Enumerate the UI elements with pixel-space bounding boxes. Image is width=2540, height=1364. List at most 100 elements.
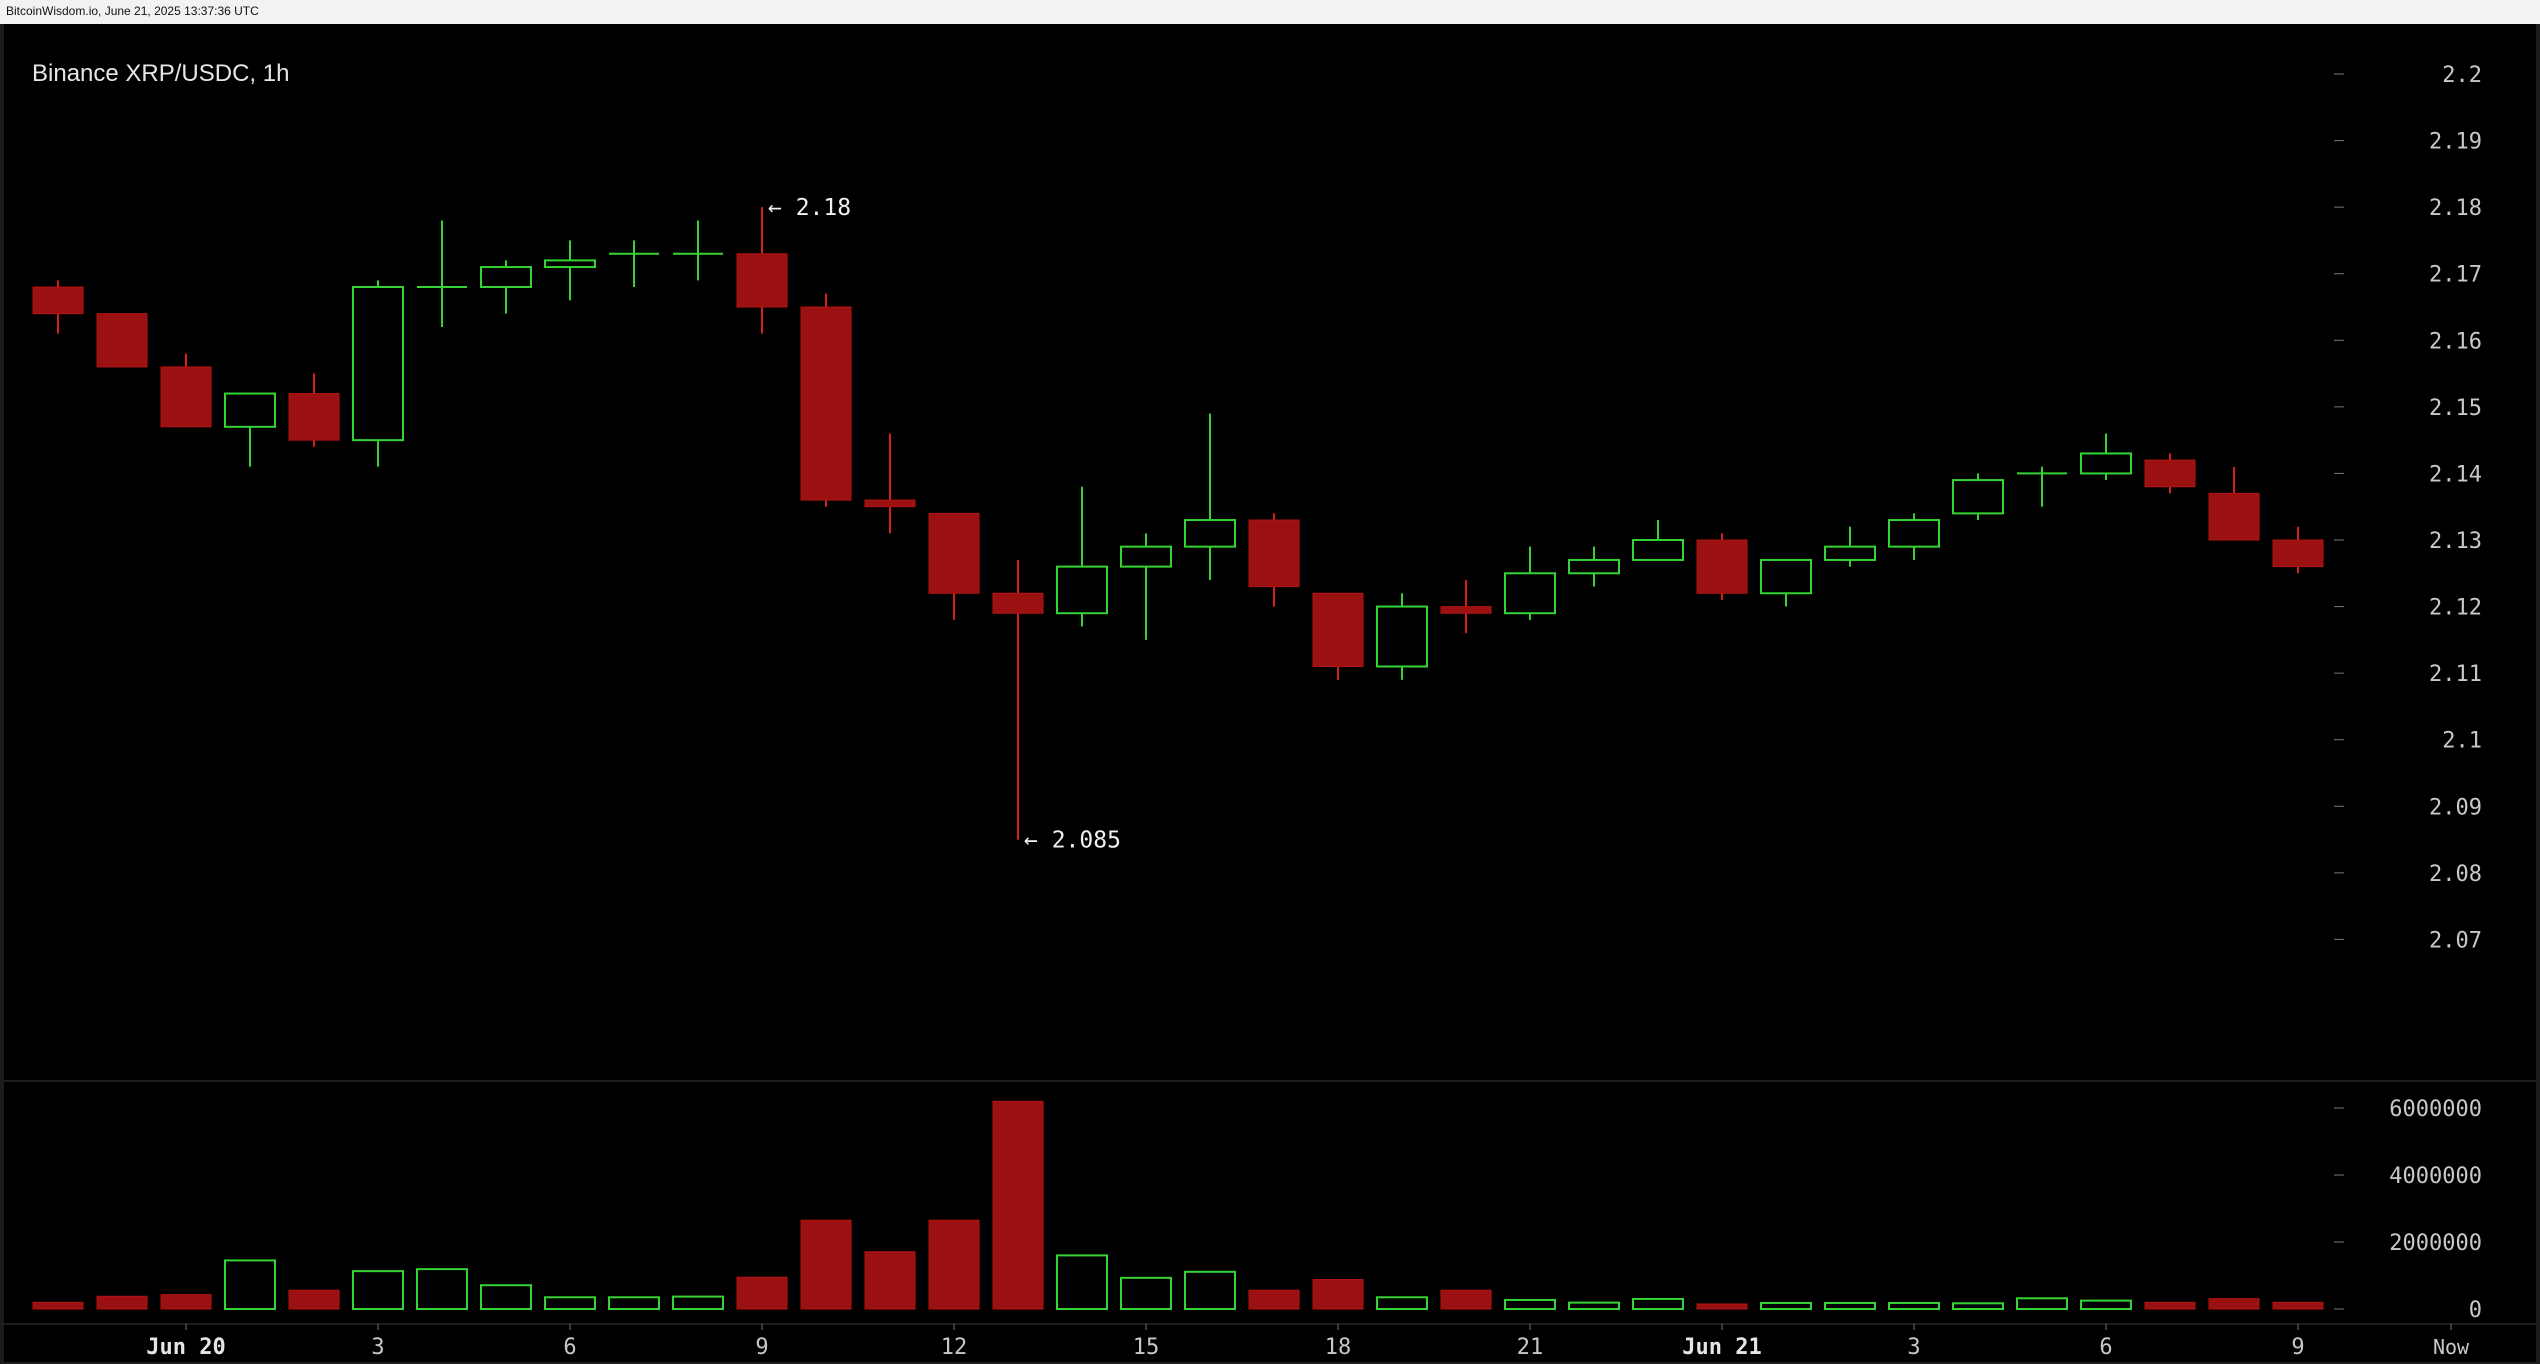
- candle-body: [736, 253, 788, 308]
- time-tick-label: 6: [563, 1335, 576, 1360]
- candle-body: [1632, 539, 1684, 561]
- volume-bar: [160, 1294, 212, 1310]
- candle-body: [480, 266, 532, 289]
- volume-bar: [1120, 1276, 1172, 1310]
- volume-bar: [2080, 1299, 2132, 1310]
- volume-bar: [2016, 1297, 2068, 1311]
- volume-tick-label: 2000000: [2389, 1231, 2482, 1256]
- volume-bar: [864, 1251, 916, 1310]
- time-tick-label: 9: [755, 1335, 768, 1360]
- candle-body: [1760, 558, 1812, 595]
- volume-bar: [608, 1296, 660, 1311]
- volume-bar: [2208, 1298, 2260, 1310]
- time-tick-label: Now: [2433, 1335, 2470, 1359]
- volume-bar: [928, 1219, 980, 1310]
- candle-body: [2144, 459, 2196, 488]
- time-tick-label: 12: [941, 1335, 968, 1360]
- candle-body: [1120, 545, 1172, 568]
- candle-body: [288, 393, 340, 441]
- price-tick-label: 2.12: [2429, 596, 2482, 621]
- volume-bar: [1504, 1298, 1556, 1310]
- volume-bar: [1696, 1303, 1748, 1310]
- volume-bar: [1440, 1289, 1492, 1310]
- time-tick-label: 21: [1517, 1335, 1544, 1360]
- volume-bar: [96, 1295, 148, 1310]
- price-tick-label: 2.09: [2429, 795, 2482, 820]
- volume-bar: [32, 1301, 84, 1310]
- candle-body: [224, 392, 276, 428]
- price-tick-label: 2.17: [2429, 263, 2482, 288]
- volume-bar: [1760, 1301, 1812, 1310]
- candle-body: [1184, 519, 1236, 548]
- candle-body: [864, 499, 916, 508]
- chart-title: Binance XRP/USDC, 1h: [32, 60, 290, 87]
- volume-bar: [224, 1259, 276, 1311]
- volume-bar: [352, 1270, 404, 1311]
- volume-bar: [1056, 1254, 1108, 1311]
- candle-body: [800, 306, 852, 501]
- price-tick-label: 2.15: [2429, 396, 2482, 421]
- time-tick-label: 3: [371, 1335, 384, 1360]
- price-tick-label: 2.1: [2442, 729, 2482, 754]
- volume-tick-label: 6000000: [2389, 1097, 2482, 1122]
- candle-body: [1888, 519, 1940, 548]
- candle-body: [1248, 519, 1300, 588]
- candle-body: [1312, 592, 1364, 667]
- volume-bar: [1632, 1297, 1684, 1310]
- candle-body: [1952, 479, 2004, 515]
- candle-body: [2080, 452, 2132, 475]
- site-timestamp: BitcoinWisdom.io, June 21, 2025 13:37:36…: [6, 4, 259, 18]
- time-tick-label: 9: [2291, 1335, 2304, 1360]
- candle-body: [1568, 558, 1620, 575]
- volume-bar: [416, 1268, 468, 1311]
- candlestick-chart[interactable]: 2.2 2.1 9 2.18 2.17 2.16 2.15 2.14 2.13 2.12 2.11 2…: [4, 24, 2536, 1362]
- volume-bar: [2272, 1301, 2324, 1310]
- volume-bar: [1888, 1301, 1940, 1310]
- volume-bar: [1952, 1302, 2004, 1311]
- volume-tick-label: 0: [2469, 1298, 2482, 1323]
- candle-body: [1440, 606, 1492, 614]
- candle-body: [2272, 539, 2324, 568]
- volume-bar: [1248, 1289, 1300, 1310]
- candle-body: [928, 512, 980, 594]
- volume-bar: [1568, 1301, 1620, 1311]
- chart-frame[interactable]: 2.2 2.1 9 2.18 2.17 2.16 2.15 2.14 2.13 2.12 2.11 2…: [4, 24, 2536, 1362]
- price-tick-label: 2.14: [2429, 462, 2482, 487]
- volume-bar: [672, 1295, 724, 1310]
- volume-bar: [1184, 1270, 1236, 1310]
- volume-bar: [1376, 1296, 1428, 1311]
- time-tick-label: 15: [1133, 1335, 1160, 1360]
- candle-body: [1376, 605, 1428, 668]
- price-tick-label: 2.11: [2429, 662, 2482, 687]
- candle-body: [1056, 565, 1108, 615]
- volume-bar: [1312, 1279, 1364, 1310]
- candle-body: [1504, 572, 1556, 615]
- price-tick-label: 2.2: [2442, 63, 2482, 88]
- candle-body: [352, 286, 404, 442]
- price-tick-label: 2.18: [2429, 196, 2482, 221]
- candle-body: [96, 313, 148, 368]
- volume-bar: [736, 1276, 788, 1310]
- candle-body: [992, 592, 1044, 614]
- time-tick-label: 3: [1907, 1335, 1920, 1360]
- price-tick-label: 2.07: [2429, 928, 2482, 953]
- time-tick-label: Jun 21: [1682, 1335, 1761, 1360]
- time-tick-label: Jun 20: [146, 1335, 225, 1360]
- volume-bar: [2144, 1301, 2196, 1310]
- price-tick-label: 2.08: [2429, 862, 2482, 887]
- candle-body: [544, 259, 596, 269]
- price-tick-label: 2.16: [2429, 329, 2482, 354]
- candle-body: [1824, 545, 1876, 561]
- time-tick-label: 6: [2099, 1335, 2112, 1360]
- low-price-annotation: ← 2.085: [1024, 828, 1121, 854]
- time-tick-label: 18: [1325, 1335, 1352, 1360]
- candle-body: [2208, 492, 2260, 541]
- candle-body: [1696, 539, 1748, 594]
- candle-body: [160, 366, 212, 428]
- volume-bar: [544, 1296, 596, 1311]
- high-price-annotation: ← 2.18: [768, 195, 851, 221]
- volume-bar: [288, 1289, 340, 1310]
- top-bar: BitcoinWisdom.io, June 21, 2025 13:37:36…: [0, 0, 2540, 24]
- volume-bar: [480, 1284, 532, 1310]
- price-tick-label: 2.13: [2429, 529, 2482, 554]
